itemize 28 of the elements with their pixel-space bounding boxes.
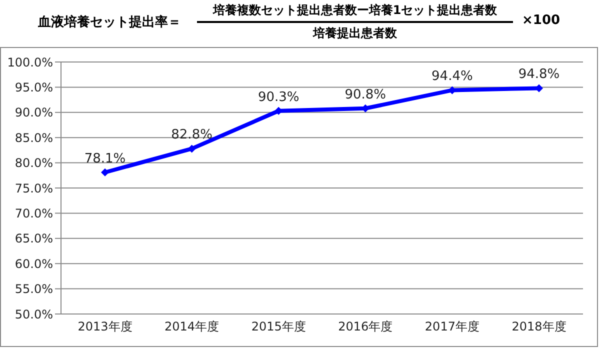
y-tick-label: 75.0%: [14, 181, 53, 196]
data-label: 90.3%: [258, 90, 300, 105]
x-tick-label: 2016年度: [338, 320, 393, 334]
chart-title: 血液培養セット提出率＝: [38, 14, 181, 31]
y-tick-label: 55.0%: [14, 282, 53, 296]
y-tick-label: 50.0%: [14, 307, 53, 322]
x-tick-label: 2017年度: [424, 320, 480, 334]
data-label: 78.1%: [84, 151, 126, 166]
y-tick-label: 85.0%: [14, 130, 53, 145]
point: [101, 168, 109, 176]
x-tick-label: 2018年度: [512, 320, 566, 334]
x-tick-label: 2015年度: [251, 320, 306, 334]
y-tick-label: 60.0%: [14, 256, 53, 271]
data-label: 90.8%: [344, 87, 386, 102]
text: 培養提出患者数: [312, 25, 398, 42]
x-tick-label: 2013年度: [78, 320, 132, 334]
y-tick-label: 70.0%: [14, 206, 53, 220]
text: 培養複数セット提出患者数ー培養1セット提出患者数: [212, 2, 498, 19]
y-tick-label: 90.0%: [14, 106, 53, 120]
y-tick-label: 65.0%: [14, 232, 53, 246]
y-tick-label: 80.0%: [14, 156, 53, 170]
data-label: 94.4%: [432, 69, 473, 84]
y-tick-label: 100.0%: [7, 55, 53, 70]
data-label: 94.8%: [518, 67, 560, 82]
data-label: 82.8%: [171, 128, 212, 143]
x-tick-label: 2014年度: [164, 320, 220, 334]
y-tick-label: 95.0%: [14, 80, 53, 94]
text: ×100: [522, 13, 560, 28]
